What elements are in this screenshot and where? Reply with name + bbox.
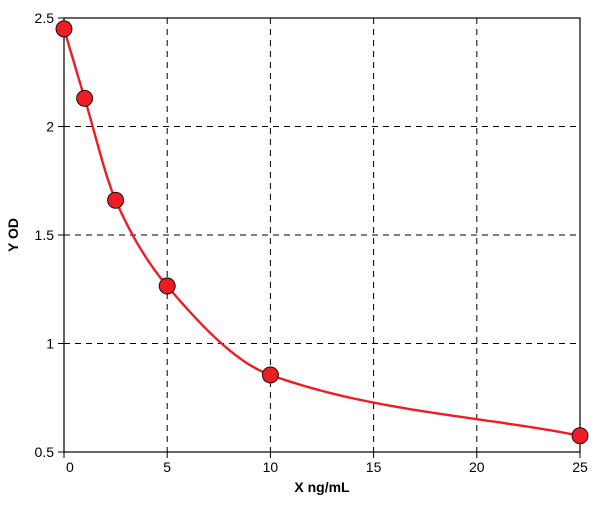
y-axis-label: Y OD <box>5 218 21 252</box>
y-tick-label: 2.5 <box>35 10 55 26</box>
x-tick-label: 5 <box>163 459 171 475</box>
data-marker <box>159 278 175 294</box>
data-marker <box>56 21 72 37</box>
data-marker <box>572 428 588 444</box>
y-tick-label: 1.5 <box>35 227 55 243</box>
plot-bg <box>0 0 600 516</box>
data-marker <box>77 90 93 106</box>
y-tick-label: 0.5 <box>35 444 55 460</box>
y-tick-label: 2 <box>46 119 54 135</box>
x-tick-label: 0 <box>66 459 74 475</box>
chart-container: 0 5 10 15 20 25 0.5 1 1.5 2 2.5 X ng/mL Y OD <box>0 0 600 516</box>
y-tick-label: 1 <box>46 336 54 352</box>
x-tick-label: 10 <box>263 459 279 475</box>
data-marker <box>108 192 124 208</box>
x-axis-label: X ng/mL <box>294 479 350 495</box>
chart-svg: 0 5 10 15 20 25 0.5 1 1.5 2 2.5 X ng/mL Y OD <box>0 0 600 516</box>
x-tick-label: 15 <box>366 459 382 475</box>
x-tick-label: 20 <box>469 459 485 475</box>
data-marker <box>262 367 278 383</box>
x-tick-label: 25 <box>572 459 588 475</box>
